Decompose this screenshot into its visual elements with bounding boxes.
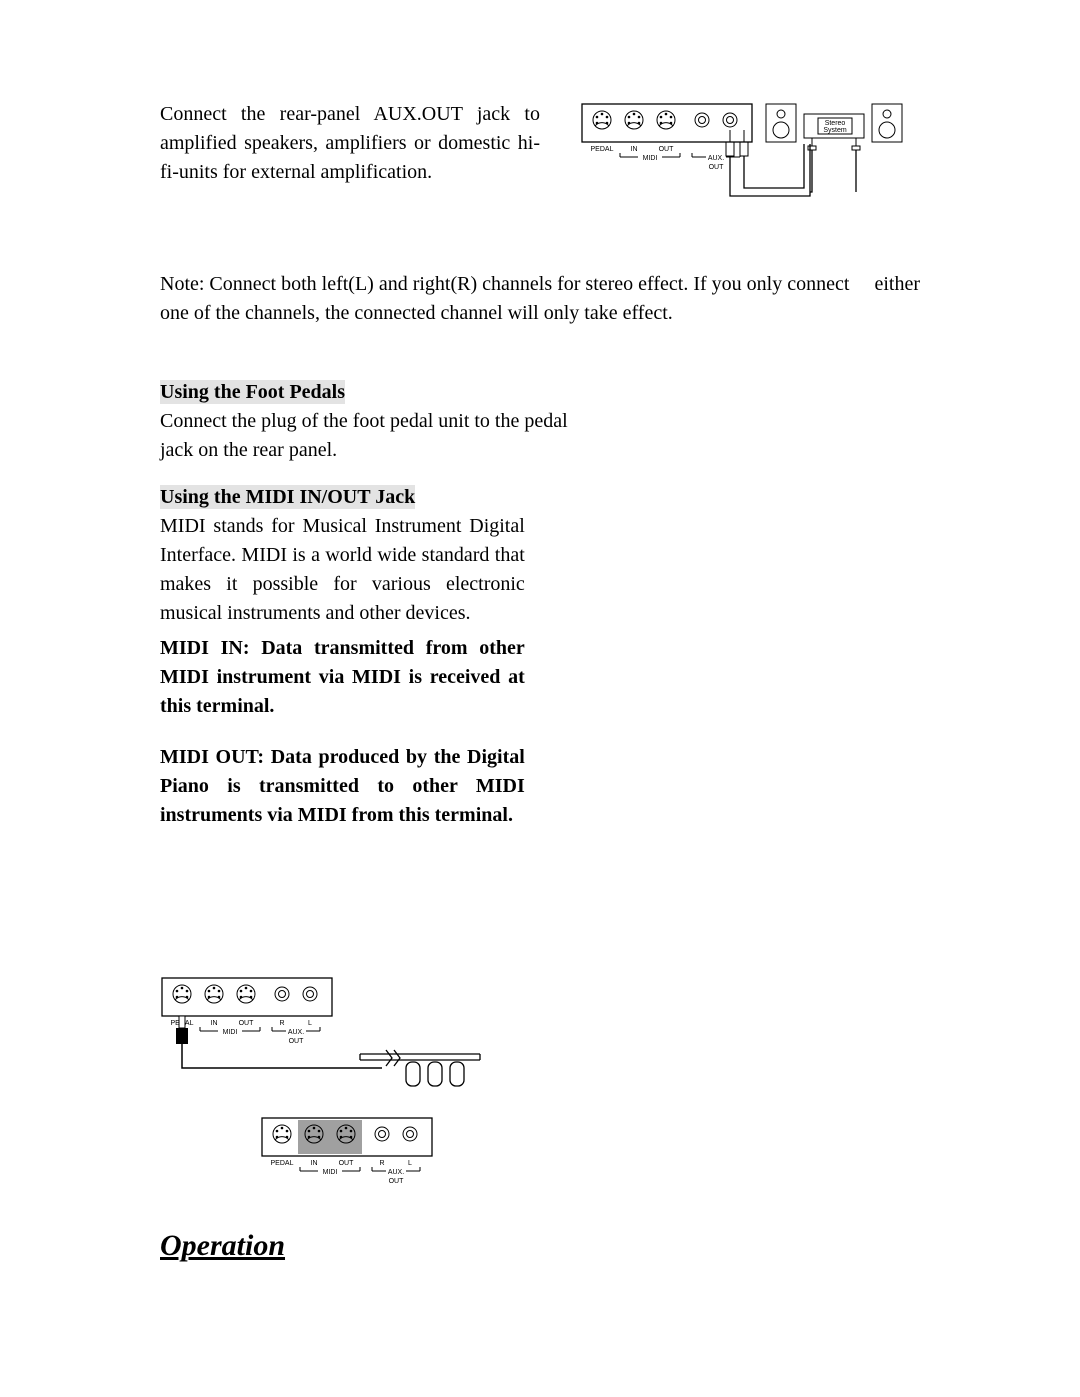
svg-text:L: L	[408, 1160, 412, 1167]
label-stereo2: System	[823, 127, 847, 134]
svg-text:R: R	[379, 1160, 384, 1167]
label-out: OUT	[659, 146, 675, 153]
operation-heading: Operation	[160, 1224, 920, 1268]
svg-text:PEDAL: PEDAL	[271, 1160, 294, 1167]
svg-text:IN: IN	[211, 1020, 218, 1027]
label-stereo1: Stereo	[825, 120, 846, 127]
svg-text:IN: IN	[311, 1160, 318, 1167]
svg-text:OUT: OUT	[339, 1160, 355, 1167]
midi-in-text: MIDI IN: Data transmitted from other MID…	[160, 634, 525, 721]
svg-text:OUT: OUT	[289, 1038, 305, 1045]
midi-title: Using the MIDI IN/OUT Jack	[160, 485, 415, 509]
note-paragraph: Note: Connect both left(L) and right(R) …	[160, 270, 920, 328]
svg-text:OUT: OUT	[389, 1178, 405, 1184]
label-pedal: PEDAL	[591, 146, 614, 153]
svg-text:R: R	[279, 1020, 284, 1027]
svg-text:MIDI: MIDI	[323, 1169, 338, 1176]
intro-paragraph: Connect the rear-panel AUX.OUT jack to a…	[160, 100, 540, 187]
note-line1-text: Note: Connect both left(L) and right(R) …	[160, 273, 849, 295]
foot-pedals-title: Using the Foot Pedals	[160, 380, 345, 404]
svg-text:L: L	[308, 1020, 312, 1027]
svg-text:OUT: OUT	[239, 1020, 255, 1027]
midi-out-text: MIDI OUT: Data produced by the Digital P…	[160, 743, 525, 830]
foot-pedals-text: Connect the plug of the foot pedal unit …	[160, 407, 578, 465]
foot-pedal-diagram: PEDAL IN OUT MIDI R L AUX. OUT	[160, 974, 920, 1094]
svg-text:AUX.: AUX.	[288, 1029, 304, 1036]
label-aux-out: OUT	[709, 164, 725, 171]
midi-intro: MIDI stands for Musical Instrument Digit…	[160, 512, 525, 628]
svg-text:MIDI: MIDI	[223, 1029, 238, 1036]
note-either: either	[874, 270, 920, 299]
midi-diagram: PEDAL IN OUT MIDI R L AUX. OUT	[260, 1114, 920, 1184]
svg-text:AUX.: AUX.	[388, 1169, 404, 1176]
aux-out-diagram: PEDAL IN OUT MIDI AUX. OUT	[580, 100, 920, 220]
label-midi: MIDI	[643, 155, 658, 162]
label-in: IN	[631, 146, 638, 153]
note-line2: one of the channels, the connected chann…	[160, 299, 920, 328]
label-aux: AUX.	[708, 155, 724, 162]
